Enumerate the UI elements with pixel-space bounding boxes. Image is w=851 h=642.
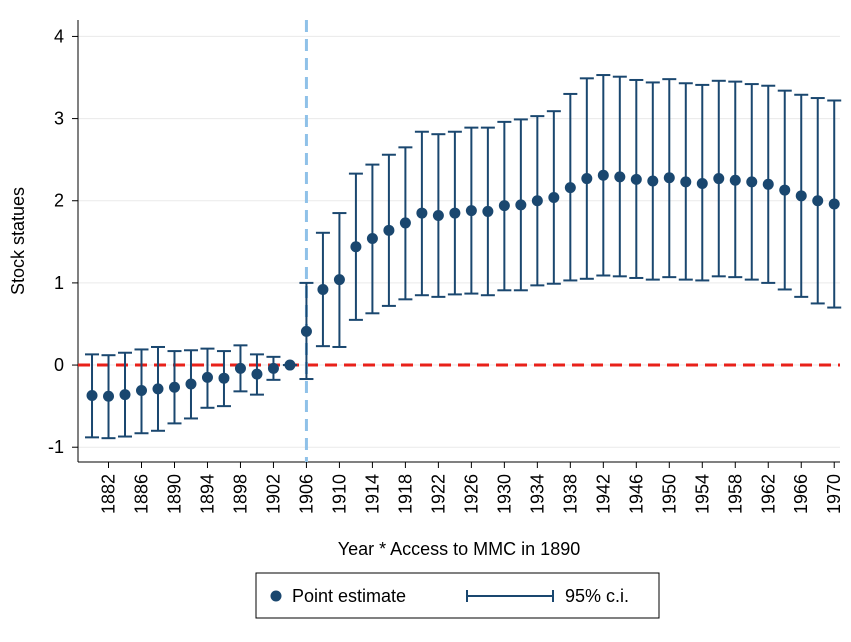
y-tick-label: 0: [54, 355, 64, 375]
point: [680, 176, 692, 188]
point: [647, 175, 659, 187]
x-tick-label: 1906: [296, 474, 316, 514]
x-tick-label: 1970: [824, 474, 844, 514]
x-tick-label: 1958: [725, 474, 745, 514]
point: [185, 378, 197, 390]
point: [614, 171, 626, 183]
x-tick-label: 1942: [593, 474, 613, 514]
point: [812, 195, 824, 207]
point: [300, 325, 312, 337]
point: [267, 362, 279, 374]
x-tick-label: 1902: [263, 474, 283, 514]
x-tick-label: 1966: [791, 474, 811, 514]
point: [630, 173, 642, 185]
x-axis-title: Year * Access to MMC in 1890: [338, 539, 580, 559]
point: [762, 178, 774, 190]
x-tick-label: 1922: [428, 474, 448, 514]
x-tick-label: 1890: [164, 474, 184, 514]
x-tick-label: 1894: [197, 474, 217, 514]
point: [795, 190, 807, 202]
point: [498, 200, 510, 212]
x-tick-label: 1930: [494, 474, 514, 514]
point: [696, 177, 708, 189]
point: [136, 385, 147, 397]
point: [333, 274, 345, 286]
point: [234, 362, 246, 374]
point: [482, 205, 494, 217]
point: [828, 198, 840, 210]
y-tick-label: 1: [54, 273, 64, 293]
point: [284, 359, 296, 371]
x-tick-label: 1910: [329, 474, 349, 514]
point: [597, 169, 609, 181]
point: [746, 176, 758, 188]
point: [317, 283, 329, 295]
x-tick-label: 1918: [395, 474, 415, 514]
x-tick-label: 1898: [230, 474, 250, 514]
point: [779, 184, 791, 196]
point: [383, 224, 395, 236]
point: [119, 389, 131, 401]
x-tick-label: 1882: [99, 474, 119, 514]
x-tick-label: 1914: [362, 474, 382, 514]
y-tick-label: -1: [48, 437, 64, 457]
x-tick-label: 1950: [659, 474, 679, 514]
point: [449, 207, 461, 219]
point: [201, 371, 213, 383]
legend-box: [255, 572, 660, 619]
point: [564, 182, 576, 194]
point: [663, 172, 675, 184]
x-tick-label: 1962: [758, 474, 778, 514]
y-tick-label: 4: [54, 26, 64, 46]
point: [218, 372, 230, 384]
legend-marker: [270, 590, 282, 602]
point: [251, 368, 263, 380]
x-tick-label: 1934: [527, 474, 547, 514]
point: [432, 210, 444, 222]
y-tick-label: 3: [54, 109, 64, 129]
point: [729, 174, 741, 186]
point: [350, 241, 362, 253]
y-tick-label: 2: [54, 191, 64, 211]
x-tick-label: 1938: [560, 474, 580, 514]
x-tick-label: 1926: [461, 474, 481, 514]
point: [531, 195, 543, 207]
point: [465, 205, 477, 217]
x-tick-label: 1954: [692, 474, 712, 514]
point: [152, 383, 164, 395]
legend-label: Point estimate: [292, 586, 406, 606]
point: [416, 207, 428, 219]
legend-label: 95% c.i.: [565, 586, 629, 606]
point: [366, 233, 378, 245]
x-tick-label: 1886: [132, 474, 152, 514]
point: [548, 191, 560, 203]
point: [515, 199, 527, 211]
point: [581, 173, 593, 185]
x-tick-label: 1946: [626, 474, 646, 514]
point: [86, 389, 98, 401]
y-axis-title: Stock statues: [8, 187, 28, 295]
point: [399, 217, 411, 229]
point: [168, 381, 180, 393]
point: [103, 390, 115, 402]
point: [713, 173, 725, 185]
